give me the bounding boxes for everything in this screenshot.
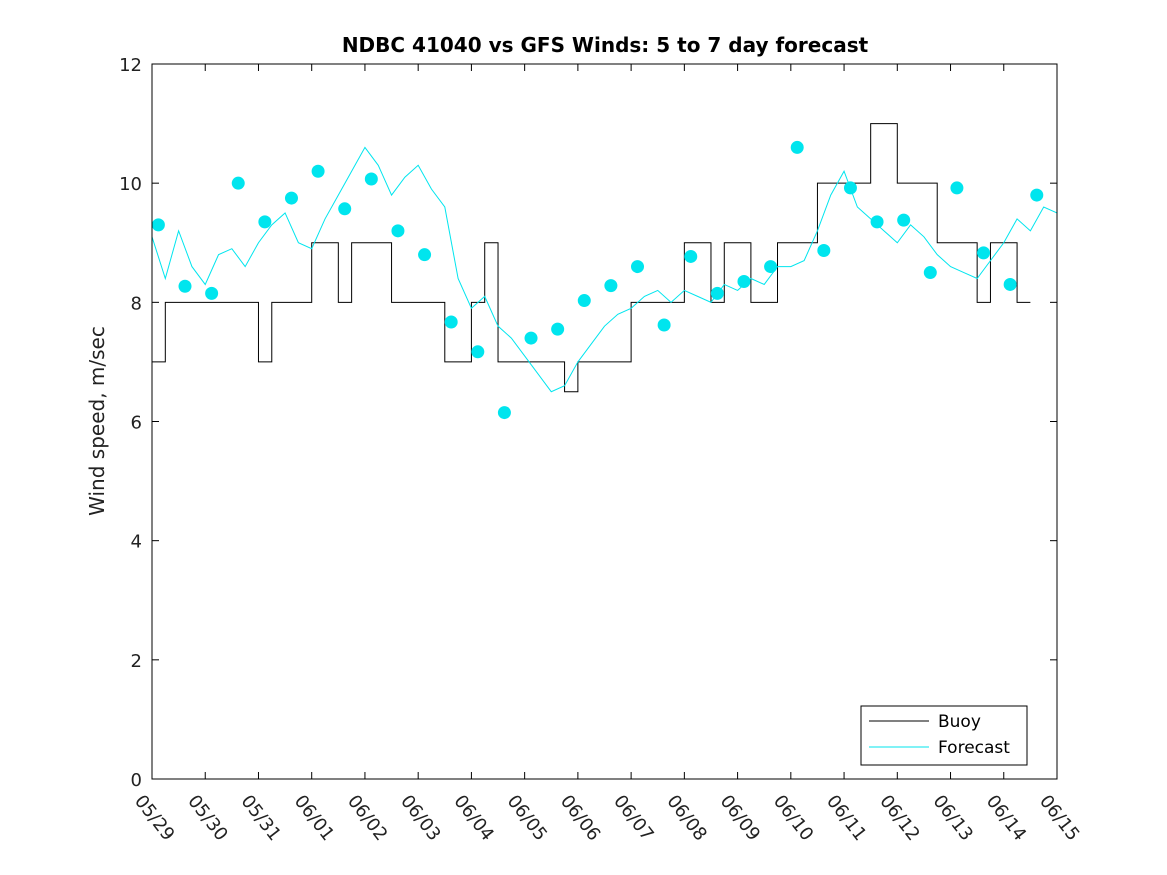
forecast-point [764, 260, 778, 274]
series-buoy [152, 123, 1031, 393]
x-tick-label: 06/08 [662, 791, 710, 845]
forecast-point [311, 164, 325, 178]
forecast-point [151, 218, 165, 232]
x-tick-label: 06/10 [769, 791, 817, 845]
x-tick-label: 06/13 [929, 791, 977, 845]
series-forecast-points [151, 140, 1044, 420]
forecast-point [790, 140, 804, 154]
forecast-point [418, 248, 432, 262]
buoy-line [152, 123, 1031, 393]
forecast-point [205, 286, 219, 300]
y-tick-label: 10 [119, 174, 142, 195]
forecast-point [817, 243, 831, 257]
forecast-point [178, 279, 192, 293]
x-tick-label: 05/31 [237, 791, 285, 845]
x-tick-label: 06/03 [396, 791, 444, 845]
legend: Buoy Forecast [860, 705, 1028, 766]
x-tick-label: 06/09 [716, 791, 764, 845]
x-tick-label: 06/14 [982, 791, 1030, 845]
chart-title: NDBC 41040 vs GFS Winds: 5 to 7 day fore… [342, 33, 869, 57]
forecast-point [1003, 277, 1017, 291]
forecast-point [284, 191, 298, 205]
forecast-point [497, 406, 511, 420]
x-tick-label: 06/11 [822, 791, 870, 845]
forecast-point [444, 315, 458, 329]
forecast-point [737, 274, 751, 288]
x-tick-label: 06/01 [290, 791, 338, 845]
y-tick-label: 2 [131, 651, 142, 672]
x-tick-label: 06/12 [875, 791, 923, 845]
forecast-point [338, 202, 352, 216]
y-axis-label: Wind speed, m/sec [85, 326, 109, 516]
y-tick-label: 6 [131, 413, 142, 434]
axis-ticks [151, 63, 1058, 780]
series-forecast [151, 146, 1058, 393]
forecast-point [577, 294, 591, 308]
x-tick-label: 06/02 [343, 791, 391, 845]
forecast-line [151, 146, 1058, 393]
x-tick-label: 06/04 [449, 791, 497, 845]
y-tick-label: 4 [131, 532, 142, 553]
forecast-point [1030, 188, 1044, 202]
plot-area-frame [151, 63, 1058, 780]
forecast-point [843, 181, 857, 195]
legend-box [860, 705, 1028, 766]
forecast-point [231, 176, 245, 190]
legend-label-forecast: Forecast [938, 738, 1010, 758]
legend-label-buoy: Buoy [938, 712, 981, 732]
y-tick-labels: 0 2 4 6 8 10 12 [119, 55, 142, 791]
x-tick-label: 06/05 [503, 791, 551, 845]
x-tick-label: 05/29 [130, 791, 178, 845]
forecast-point [391, 224, 405, 238]
forecast-point [923, 266, 937, 280]
x-tick-label: 05/30 [183, 791, 231, 845]
x-tick-label: 06/07 [609, 791, 657, 845]
forecast-point [258, 215, 272, 229]
y-tick-label: 8 [131, 293, 142, 314]
forecast-point [870, 215, 884, 229]
forecast-point [471, 345, 485, 359]
y-tick-label: 12 [119, 55, 142, 76]
forecast-point [657, 318, 671, 332]
forecast-point [364, 172, 378, 186]
forecast-point [631, 260, 645, 274]
forecast-point [551, 322, 565, 336]
forecast-point [684, 249, 698, 263]
forecast-point [604, 279, 618, 293]
x-tick-label: 06/06 [556, 791, 604, 845]
y-tick-label: 0 [131, 770, 142, 791]
forecast-point [710, 286, 724, 300]
forecast-point [950, 181, 964, 195]
x-tick-label: 06/15 [1035, 791, 1083, 845]
forecast-point [977, 246, 991, 260]
x-tick-labels: 05/29 05/30 05/31 06/01 06/02 06/03 06/04 06/05… [130, 791, 1083, 845]
forecast-point [897, 213, 911, 227]
forecast-point [524, 331, 538, 345]
